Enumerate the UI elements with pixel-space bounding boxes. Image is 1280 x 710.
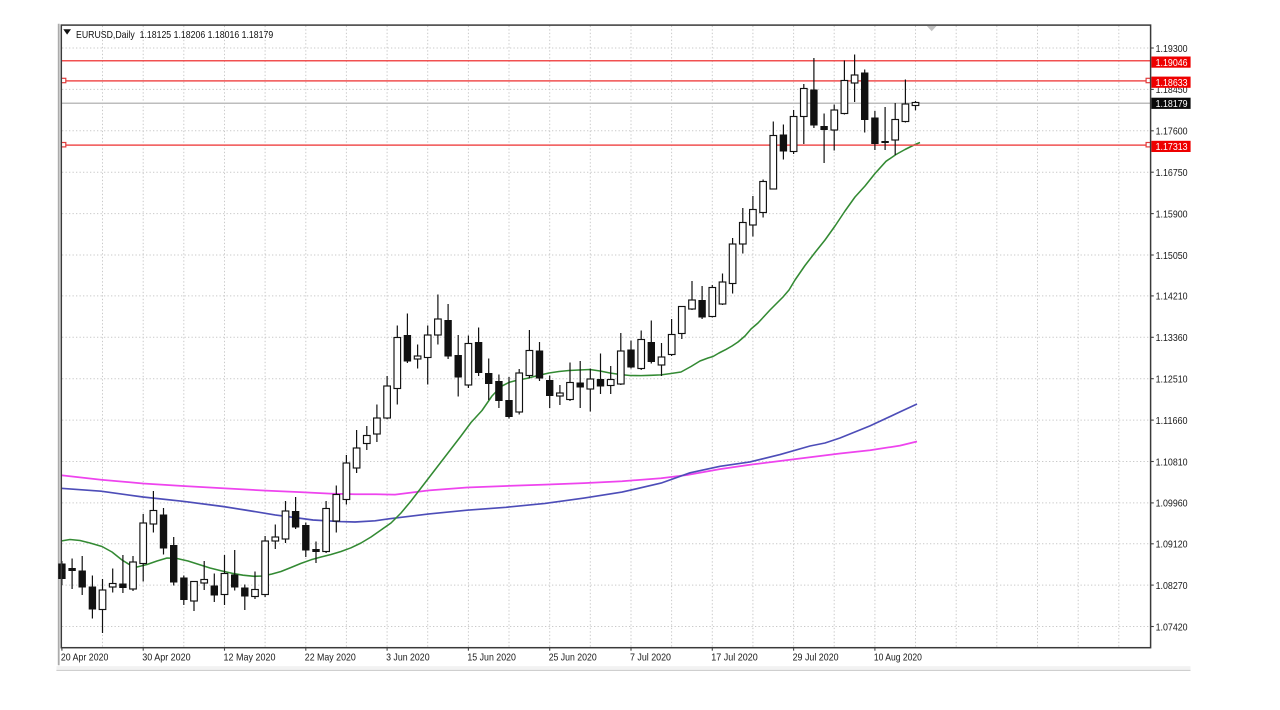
svg-text:1.19046: 1.19046 <box>1156 58 1188 69</box>
svg-text:1.07420: 1.07420 <box>1156 622 1188 633</box>
svg-text:22 May 2020: 22 May 2020 <box>305 652 356 663</box>
svg-text:1.18450: 1.18450 <box>1156 85 1188 96</box>
svg-text:12 May 2020: 12 May 2020 <box>224 652 276 663</box>
svg-text:25 Jun 2020: 25 Jun 2020 <box>549 652 597 663</box>
svg-text:1.08270: 1.08270 <box>1156 581 1188 592</box>
svg-text:15 Jun 2020: 15 Jun 2020 <box>467 652 516 663</box>
svg-text:29 Jul 2020: 29 Jul 2020 <box>793 652 839 663</box>
svg-text:1.13360: 1.13360 <box>1156 333 1188 344</box>
svg-text:1.10810: 1.10810 <box>1156 457 1188 468</box>
svg-text:7 Jul 2020: 7 Jul 2020 <box>630 652 671 663</box>
svg-text:EURUSD,Daily 1.18125 1.18206: EURUSD,Daily 1.18125 1.18206 1.18016 1.1… <box>76 30 273 41</box>
svg-text:1.18633: 1.18633 <box>1156 78 1188 89</box>
svg-text:1.11660: 1.11660 <box>1156 416 1188 427</box>
svg-text:30 Apr 2020: 30 Apr 2020 <box>142 652 191 663</box>
svg-text:1.17600: 1.17600 <box>1156 127 1188 138</box>
svg-text:1.16750: 1.16750 <box>1156 168 1188 179</box>
svg-text:1.19300: 1.19300 <box>1156 44 1188 55</box>
svg-text:1.09120: 1.09120 <box>1156 540 1188 551</box>
svg-text:1.15050: 1.15050 <box>1156 251 1188 262</box>
svg-text:1.12510: 1.12510 <box>1156 375 1188 386</box>
svg-text:1.09960: 1.09960 <box>1156 499 1188 510</box>
svg-text:1.18179: 1.18179 <box>1156 99 1188 110</box>
svg-text:10 Aug 2020: 10 Aug 2020 <box>874 652 922 663</box>
svg-text:17 Jul 2020: 17 Jul 2020 <box>711 652 758 663</box>
svg-text:1.15900: 1.15900 <box>1156 209 1188 220</box>
svg-text:1.17313: 1.17313 <box>1156 142 1188 153</box>
svg-text:1.14210: 1.14210 <box>1156 292 1188 303</box>
svg-text:3 Jun 2020: 3 Jun 2020 <box>386 652 430 663</box>
svg-text:20 Apr 2020: 20 Apr 2020 <box>61 652 109 663</box>
